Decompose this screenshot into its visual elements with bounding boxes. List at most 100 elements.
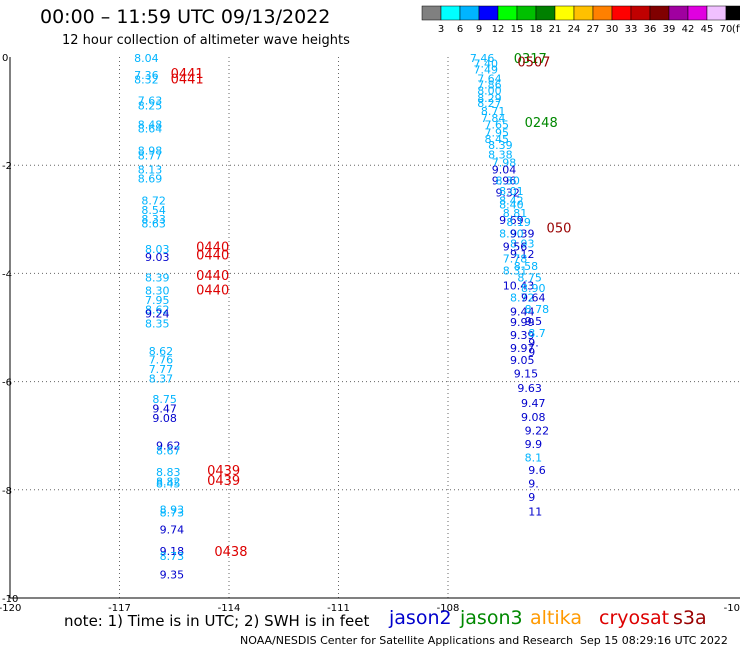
- y-tick-label: -4: [2, 269, 12, 280]
- colorbar-label: 39: [663, 24, 676, 35]
- swh-data-label: 11: [528, 505, 542, 518]
- time-data-label: 0441: [171, 73, 204, 88]
- colorbar-label: 42: [682, 24, 695, 35]
- swh-data-label: 8.00: [477, 85, 502, 98]
- swh-data-label: 8.90: [499, 227, 523, 240]
- swh-data-label: 8.38: [488, 148, 513, 161]
- swh-data-label: 8.73: [160, 550, 185, 563]
- swh-data-label: 9.62: [156, 439, 181, 452]
- colorbar-swatch: [478, 5, 499, 21]
- swh-data-label: 9.44: [510, 305, 535, 318]
- time-data-label: 0440: [196, 248, 229, 263]
- swh-data-label: 8.30: [495, 174, 520, 187]
- swh-data-label: 7.76: [149, 353, 174, 366]
- swh-data-label: 9.32: [495, 186, 520, 199]
- swh-data-label: 8.81: [503, 207, 528, 220]
- colorbar-swatch: [706, 5, 727, 21]
- satellite-jason2: jason2: [389, 607, 452, 629]
- swh-data-label: 8.03: [145, 243, 170, 256]
- swh-data-label: 9.12: [510, 248, 535, 261]
- swh-data-label: 9.08: [152, 412, 177, 425]
- swh-data-label: 8.37: [149, 372, 174, 385]
- colorbar-swatch: [459, 5, 480, 21]
- swh-data-label: 8.75: [152, 393, 177, 406]
- swh-data-label: 8.33: [141, 213, 166, 226]
- swh-data-label: 8.7: [528, 327, 546, 340]
- colorbar-swatch: [516, 5, 537, 21]
- colorbar-swatch: [573, 5, 594, 21]
- swh-data-label: 8.42: [499, 194, 523, 207]
- swh-data-label: 9.47: [152, 403, 177, 416]
- swh-data-label: 8.01: [499, 185, 523, 198]
- swh-data-label: 8.54: [141, 204, 166, 217]
- swh-data-label: 8.25: [138, 100, 163, 113]
- colorbar-label: 33: [625, 24, 638, 35]
- swh-data-label: 8.83: [156, 466, 181, 479]
- swh-data-label: 8.13: [138, 164, 163, 177]
- time-data-label: 0440: [196, 240, 229, 255]
- swh-data-label: 8.45: [485, 133, 510, 146]
- colorbar-swatch: [440, 5, 461, 21]
- x-tick-label: -111: [327, 603, 350, 614]
- colorbar-swatch: [668, 5, 689, 21]
- swh-data-label: 9.6: [528, 464, 546, 477]
- swh-data-label: 7.40: [474, 57, 499, 70]
- swh-data-label: 9.74: [160, 523, 185, 536]
- colorbar-label: 9: [476, 24, 482, 35]
- swh-data-label: 8.90: [521, 282, 546, 295]
- swh-data-label: 9.03: [145, 251, 170, 264]
- swh-data-label: 7.86: [477, 79, 502, 92]
- satellite-jason3: jason3: [460, 607, 523, 629]
- swh-data-label: 8.62: [149, 345, 174, 358]
- colorbar-swatch: [649, 5, 670, 21]
- colorbar-swatch: [687, 5, 708, 21]
- colorbar-swatch: [535, 5, 556, 21]
- satellite-s3a: s3a: [673, 607, 707, 629]
- swh-data-label: 9.56: [503, 240, 528, 253]
- swh-data-label: 9.39: [510, 227, 535, 240]
- swh-data-label: 8.27: [477, 97, 502, 110]
- swh-data-label: 9.9: [525, 438, 543, 451]
- swh-data-label: 8.40: [499, 199, 523, 212]
- swh-data-label: 8.82: [156, 476, 181, 489]
- time-data-label: 0317: [514, 52, 547, 67]
- swh-data-label: 9.5: [525, 315, 543, 328]
- swh-data-label: 9.: [528, 337, 539, 350]
- time-data-label: 0440: [196, 284, 229, 299]
- colorbar-swatch: [630, 5, 651, 21]
- swh-data-label: 7.49: [474, 63, 499, 76]
- colorbar-label: 24: [568, 24, 581, 35]
- swh-data-label: 7.64: [477, 73, 502, 86]
- swh-data-label: 8.63: [141, 218, 166, 231]
- chart-title: 00:00 – 11:59 UTC 09/13/2022: [40, 6, 331, 28]
- time-data-label: 0440: [196, 269, 229, 284]
- swh-data-label: 9.64: [521, 292, 546, 305]
- y-tick-label: -8: [2, 486, 12, 497]
- swh-data-label: 8.45: [156, 477, 181, 490]
- swh-data-label: 8.93: [510, 238, 535, 251]
- colorbar-label: 45: [701, 24, 714, 35]
- swh-data-label: 8.72: [510, 292, 535, 305]
- swh-data-label: 7.77: [149, 363, 174, 376]
- swh-data-label: 7.84: [481, 112, 506, 125]
- time-data-label: 0439: [207, 474, 240, 489]
- colorbar-swatch: [554, 5, 575, 21]
- swh-data-label: 8.67: [156, 444, 181, 457]
- colorbar-swatch: [497, 5, 518, 21]
- swh-data-label: 7.65: [485, 119, 510, 132]
- satellite-cryosat: cryosat: [599, 607, 670, 629]
- swh-data-label: 7.46: [470, 52, 495, 65]
- swh-data-label: 8.58: [514, 260, 539, 273]
- units-note: note: 1) Time is in UTC; 2) SWH is in fe…: [64, 612, 370, 630]
- time-data-label: 0248: [525, 116, 558, 131]
- swh-data-label: 9.39: [510, 329, 535, 342]
- y-tick-label: 0: [2, 53, 8, 64]
- swh-data-label: 8.73: [160, 507, 185, 520]
- swh-data-label: 8.39: [488, 139, 513, 152]
- colorbar-label: 3: [438, 24, 444, 35]
- x-tick-label: -117: [108, 603, 131, 614]
- swh-data-label: 8.30: [145, 285, 170, 298]
- chart-subtitle: 12 hour collection of altimeter wave hei…: [62, 33, 350, 48]
